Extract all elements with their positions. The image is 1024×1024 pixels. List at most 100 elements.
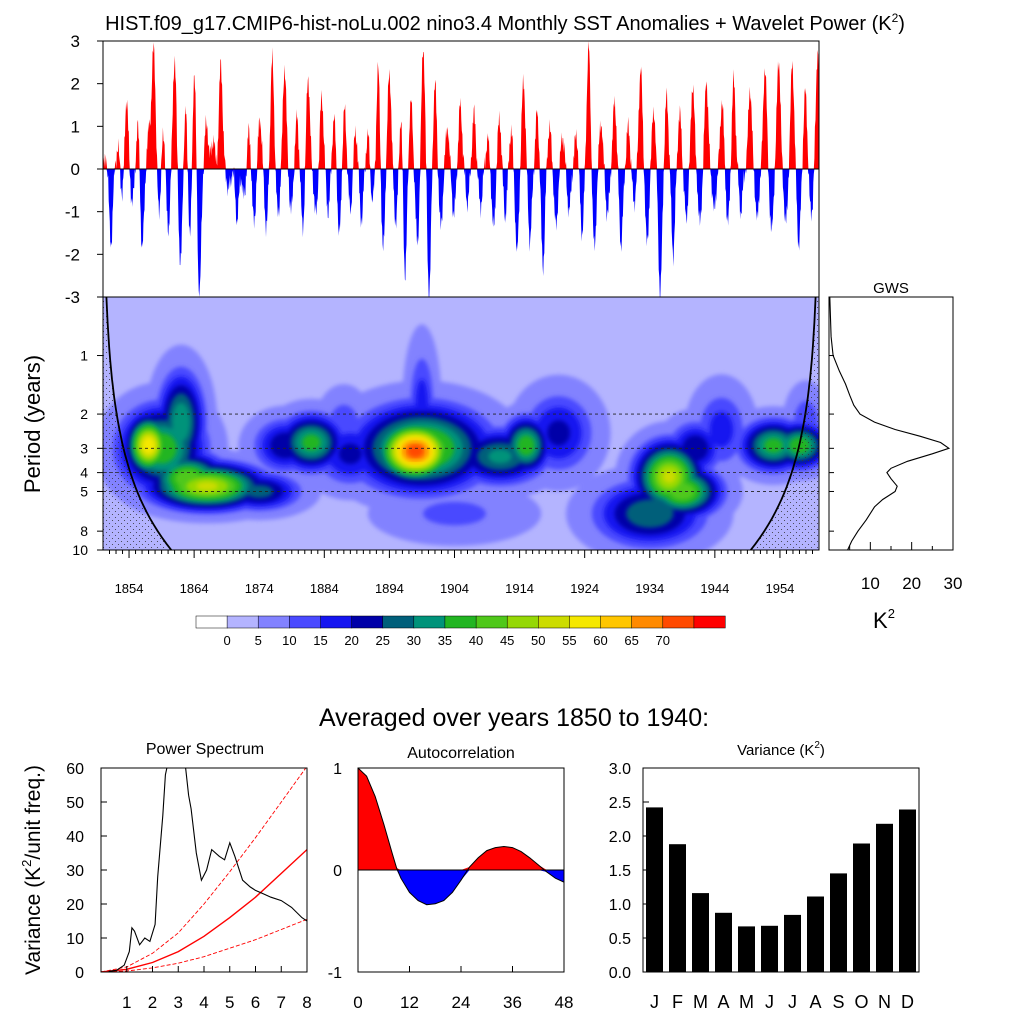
autocorrelation-title: Autocorrelation: [407, 745, 515, 762]
sst-ytick-label: -2: [65, 245, 80, 264]
wavelet-xtick-label: 1864: [180, 581, 209, 596]
variance-bar-M: [692, 893, 709, 972]
power-spectrum-title: Power Spectrum: [146, 741, 264, 758]
colorbar-swatch: [444, 615, 477, 629]
main-title: HIST.f09_g17.CMIP6-hist-noLu.002 nino3.4…: [105, 11, 905, 35]
ps-ytick-label: 30: [66, 863, 84, 880]
ps-ytick-label: 50: [66, 795, 84, 812]
wavelet-blob-22: [764, 438, 783, 453]
wavelet-blob-20: [682, 435, 709, 462]
variance-bar-S: [830, 873, 847, 972]
var-ytick-label: 1.0: [609, 897, 631, 914]
wavelet-xtick-label: 1944: [700, 581, 729, 596]
power-spectrum-line: [108, 768, 307, 972]
var-xtick-label: J: [765, 992, 774, 1012]
var-xtick-label: N: [878, 992, 891, 1012]
wavelet-blob-6: [302, 434, 321, 451]
ps-xtick-label: 1: [122, 993, 131, 1012]
wavelet-blob-2: [172, 402, 191, 442]
var-xtick-label: A: [717, 992, 729, 1012]
colorbar-label: 20: [344, 633, 358, 648]
var-ytick-label: 2.0: [609, 829, 631, 846]
ac-xtick-label: 12: [400, 993, 419, 1012]
sst-ytick-label: 3: [71, 32, 80, 51]
sst-negative-anomalies: [103, 169, 819, 297]
var-ytick-label: 3.0: [609, 761, 631, 778]
wavelet-xtick-label: 1894: [375, 581, 404, 596]
wavelet-blob-18: [662, 470, 676, 484]
wavelet-blob-0: [142, 437, 155, 454]
red-noise-lower-bound: [101, 918, 307, 972]
variance-bar-O: [853, 843, 870, 972]
colorbar-label: 15: [313, 633, 327, 648]
wavelet-blob-16: [547, 420, 570, 446]
colorbar-swatch: [631, 615, 664, 629]
colorbar-label: 45: [500, 633, 514, 648]
wavelet-xtick-label: 1924: [570, 581, 599, 596]
wavelet-ytick-label: 4: [80, 465, 88, 481]
wavelet-blob-10: [407, 444, 424, 458]
colorbar-swatch: [475, 615, 508, 629]
colorbar-swatch: [320, 615, 353, 629]
variance-bar-M: [738, 926, 755, 972]
gws-xlabel: K2: [873, 606, 895, 633]
ps-xtick-label: 5: [225, 993, 234, 1012]
colorbar-swatch: [693, 615, 726, 629]
wavelet-contours: [103, 324, 819, 550]
ps-ytick-label: 20: [66, 897, 84, 914]
wavelet-xtick-label: 1904: [440, 581, 469, 596]
wavelet-blob-19: [669, 483, 695, 500]
colorbar-label: 55: [562, 633, 576, 648]
variance-bar-F: [669, 844, 686, 972]
ps-xtick-label: 8: [302, 993, 311, 1012]
variance-bar-A: [715, 912, 732, 972]
wavelet-overlay: 1 2 3 4 5 8 10 1854 1864 1874 1884 1894 1904 1914 1924…: [72, 296, 820, 596]
wavelet-blob-17: [626, 499, 674, 528]
cone-stipple-right: [750, 297, 819, 550]
colorbar-label: 40: [469, 633, 483, 648]
red-noise-spectrum: [101, 849, 307, 972]
wavelet-blob-14: [488, 449, 512, 464]
gws-xtick-label: 20: [902, 574, 921, 593]
gws-frame: [828, 296, 954, 551]
colorbar: 0 5 10 15 20 25 30 35 40 45 50 55 60 65 70: [195, 615, 726, 648]
ac-xtick-label: 24: [452, 993, 471, 1012]
wavelet-xtick-label: 1854: [115, 581, 144, 596]
colorbar-label: 30: [407, 633, 421, 648]
autocorr-negative-fill: [358, 870, 564, 905]
wavelet-ytick-label: 10: [72, 542, 88, 558]
wavelet-ytick-label: 1: [80, 348, 88, 364]
wavelet-ytick-label: 2: [80, 406, 88, 422]
variance-bar-J: [784, 914, 801, 972]
colorbar-swatch: [351, 615, 384, 629]
ps-ytick-label: 40: [66, 829, 84, 846]
power-spectrum-ylabel: Variance (K2/unit freq.): [19, 765, 45, 975]
wavelet-power-panel: 1 2 3 4 5 8 10 1854 1864 1874 1884 1894 1904 1914 1924…: [72, 296, 820, 596]
autocorr-positive-fill: [358, 768, 564, 870]
colorbar-label: 25: [375, 633, 389, 648]
ps-ytick-label: 0: [75, 965, 84, 982]
var-xtick-label: M: [693, 992, 708, 1012]
wavelet-blob-8: [338, 443, 362, 464]
var-xtick-label: F: [672, 992, 683, 1012]
variance-bar-J: [646, 807, 663, 972]
sst-positive-anomalies: [103, 41, 819, 169]
wavelet-ytick-label: 3: [80, 440, 88, 456]
ps-xtick-label: 4: [199, 993, 208, 1012]
colorbar-swatch: [195, 615, 228, 629]
colorbar-swatch: [226, 615, 259, 629]
ac-ytick-label: 1: [333, 761, 342, 778]
ac-ytick-label: -1: [328, 965, 342, 982]
cone-of-influence-right: [749, 297, 817, 550]
variance-bar-D: [899, 809, 916, 972]
sst-ytick-label: -1: [65, 203, 80, 222]
wavelet-xtick-label: 1954: [765, 581, 794, 596]
wavelet-ytick-label: 8: [80, 523, 88, 539]
colorbar-label: 65: [624, 633, 638, 648]
ps-frame: [100, 767, 308, 973]
wavelet-ylabel: Period (years): [20, 355, 45, 493]
sst-ytick-label: -3: [65, 288, 80, 307]
wavelet-xtick-label: 1884: [310, 581, 339, 596]
wavelet-xtick-label: 1934: [635, 581, 664, 596]
